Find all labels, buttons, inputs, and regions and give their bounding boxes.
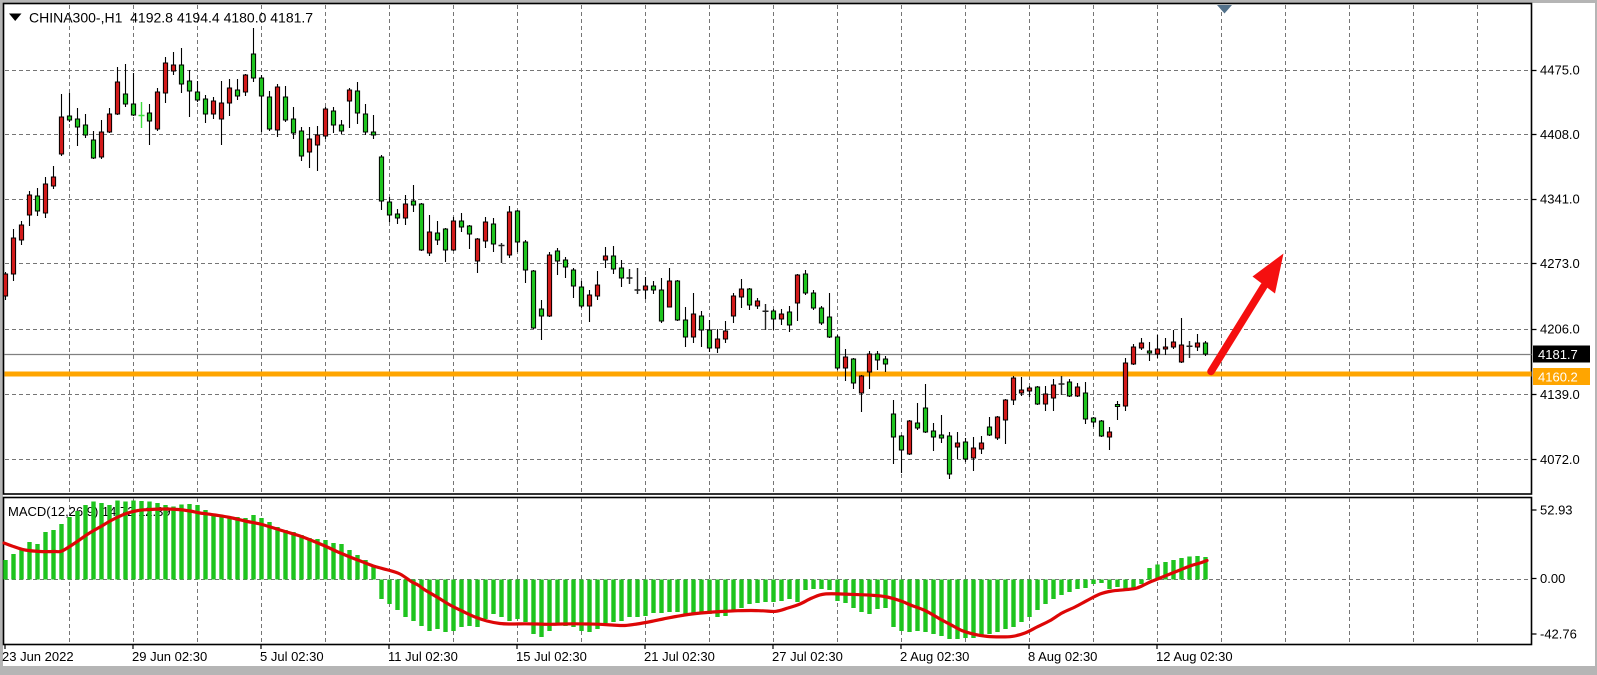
- svg-text:4273.0: 4273.0: [1540, 256, 1580, 271]
- svg-text:27 Jul 02:30: 27 Jul 02:30: [772, 649, 843, 664]
- svg-text:4341.0: 4341.0: [1540, 192, 1580, 207]
- svg-text:4408.0: 4408.0: [1540, 127, 1580, 142]
- svg-text:CHINA300-,H1 4192.8 4194.4 41: CHINA300-,H1 4192.8 4194.4 4180.0 4181.7: [29, 10, 313, 26]
- svg-text:29 Jun 02:30: 29 Jun 02:30: [132, 649, 207, 664]
- svg-text:52.93: 52.93: [1540, 503, 1573, 518]
- svg-text:5 Jul 02:30: 5 Jul 02:30: [260, 649, 324, 664]
- svg-text:2 Aug 02:30: 2 Aug 02:30: [900, 649, 969, 664]
- svg-text:4475.0: 4475.0: [1540, 63, 1580, 78]
- svg-text:4160.2: 4160.2: [1538, 369, 1578, 384]
- svg-text:4072.0: 4072.0: [1540, 452, 1580, 467]
- svg-text:0.00: 0.00: [1540, 571, 1565, 586]
- svg-text:-42.76: -42.76: [1540, 627, 1577, 642]
- svg-text:15 Jul 02:30: 15 Jul 02:30: [516, 649, 587, 664]
- svg-text:11 Jul 02:30: 11 Jul 02:30: [388, 649, 458, 664]
- svg-text:23 Jun 2022: 23 Jun 2022: [2, 649, 74, 664]
- svg-text:4181.7: 4181.7: [1538, 347, 1578, 362]
- svg-text:21 Jul 02:30: 21 Jul 02:30: [644, 649, 715, 664]
- svg-text:8 Aug 02:30: 8 Aug 02:30: [1028, 649, 1097, 664]
- svg-text:12 Aug 02:30: 12 Aug 02:30: [1156, 649, 1233, 664]
- svg-text:MACD(12,26,9) 14.72 12.39: MACD(12,26,9) 14.72 12.39: [8, 504, 171, 519]
- svg-text:4206.0: 4206.0: [1540, 322, 1580, 337]
- svg-text:4139.0: 4139.0: [1540, 387, 1580, 402]
